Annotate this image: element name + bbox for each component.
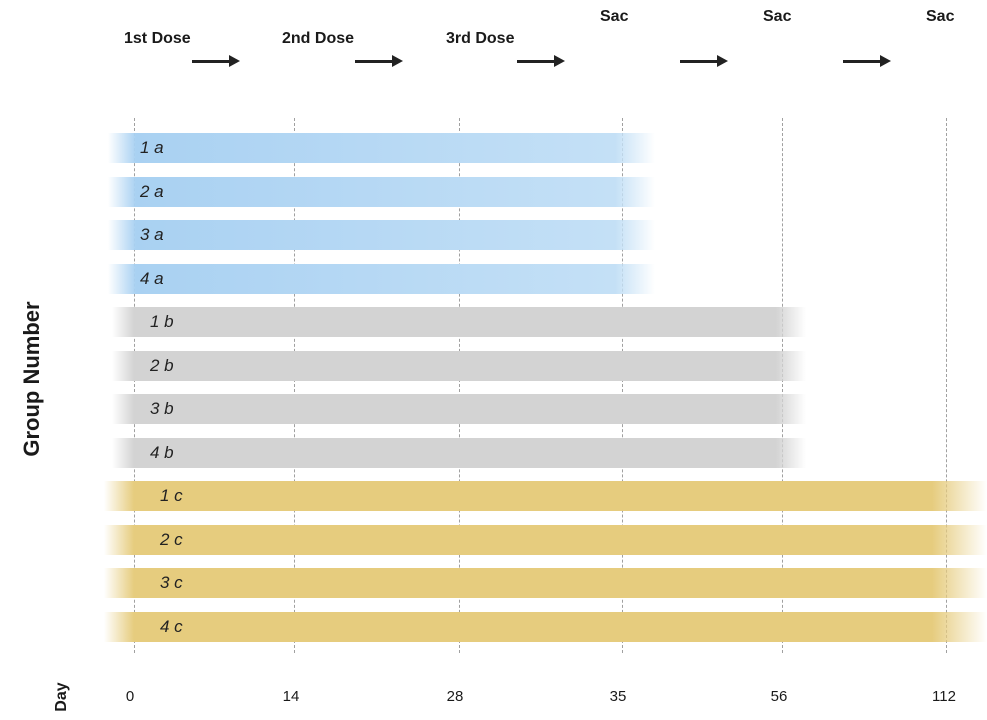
group-bar-b [112,351,806,381]
group-bar-b [112,307,806,337]
group-label: 2 a [140,182,164,201]
day-gridline [134,118,135,653]
group-label: 3 c [160,573,183,592]
x-axis-title: Day [53,682,70,712]
day-tick-label: 56 [770,688,788,705]
group-bar-b [112,438,806,468]
day-gridline [459,118,460,653]
group-label: 4 c [160,617,183,636]
right-arrow-icon [355,55,403,67]
right-arrow-icon [192,55,240,67]
day-gridline [946,118,947,653]
day-tick-label: 14 [282,688,300,705]
day-tick-label: 35 [609,688,627,705]
day-tick-label: 112 [932,688,956,705]
sac-label: Sac [763,8,792,25]
group-bar-a [108,264,655,294]
group-label: 4 b [150,443,174,462]
group-bar-a [108,133,655,163]
dose-label: 2nd Dose [282,30,355,47]
day-gridline [294,118,295,653]
day-tick-label: 28 [446,688,464,705]
group-label: 1 b [150,312,174,331]
group-label: 4 a [140,269,164,288]
group-label: 3 b [150,399,174,418]
sac-label: Sac [926,8,955,25]
dose-label: 3rd Dose [446,30,515,47]
dose-label: 1st Dose [124,30,191,47]
group-bar-c [104,612,987,642]
group-bar-c [104,525,987,555]
group-label: 2 b [150,356,174,375]
group-label: 1 c [160,486,183,505]
group-bar-c [104,568,987,598]
y-axis-title: Group Number [19,301,44,457]
group-label: 3 a [140,225,164,244]
group-label: 1 a [140,138,164,157]
group-bar-a [108,177,655,207]
day-tick-label: 0 [125,688,135,705]
right-arrow-icon [517,55,565,67]
group-bar-a [108,220,655,250]
right-arrow-icon [843,55,891,67]
day-gridline [782,118,783,653]
day-gridline [622,118,623,653]
sac-label: Sac [600,8,629,25]
right-arrow-icon [680,55,728,67]
group-bar-c [104,481,987,511]
group-label: 2 c [160,530,183,549]
group-bar-b [112,394,806,424]
